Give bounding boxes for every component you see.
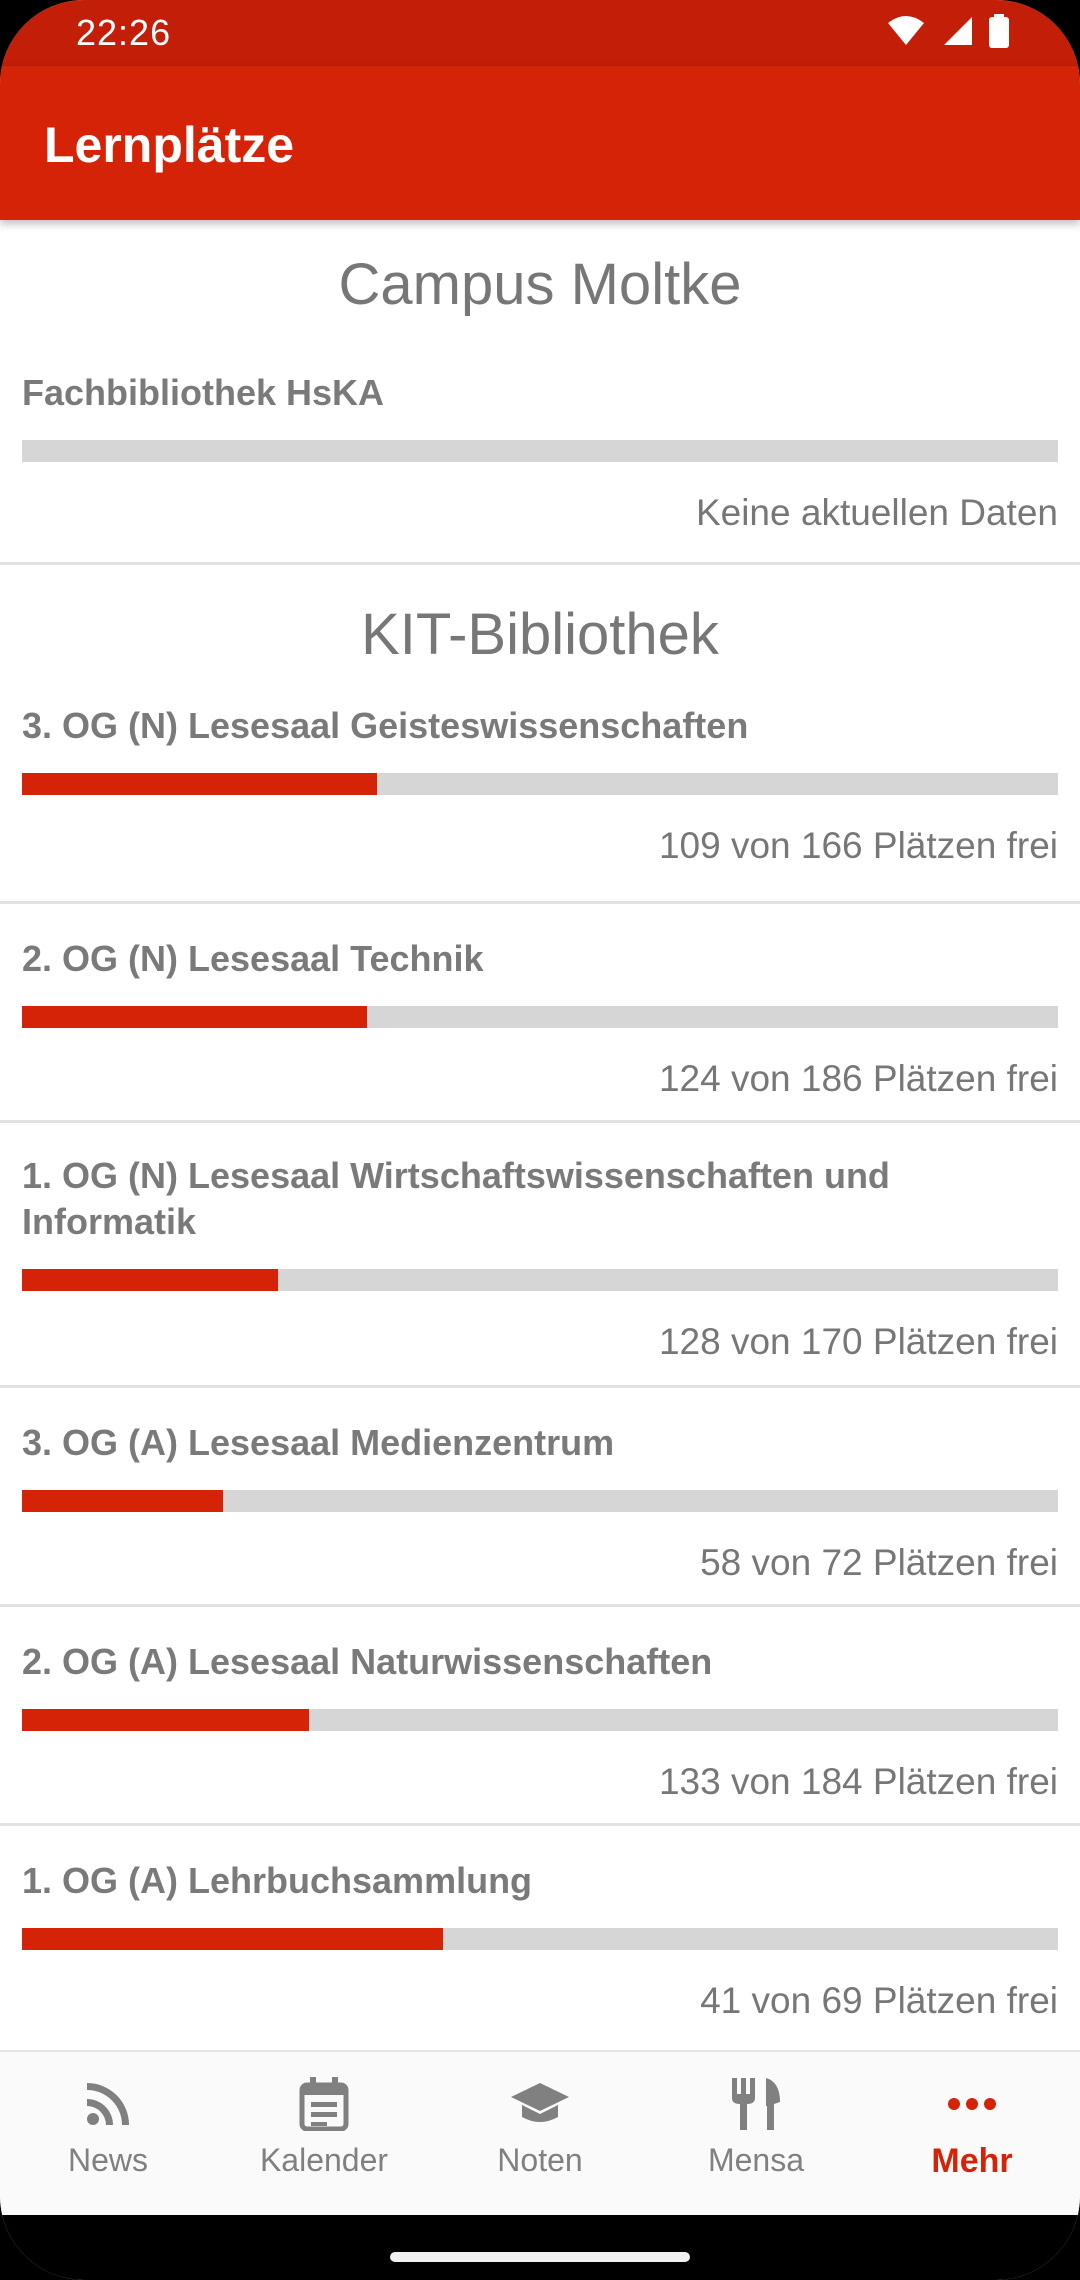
occupancy-bar <box>22 1006 1058 1028</box>
library-status: 58 von 72 Plätzen frei <box>700 1542 1058 1583</box>
occupancy-fill <box>22 1490 223 1512</box>
nav-item-mehr[interactable]: Mehr <box>864 2052 1080 2217</box>
study-places-list[interactable]: Campus Moltke Fachbibliothek HsKA Keine … <box>0 220 1080 2050</box>
nav-item-news[interactable]: News <box>0 2052 216 2217</box>
calendar-icon <box>299 2077 349 2131</box>
library-status: 133 von 184 Plätzen frei <box>658 1761 1058 1802</box>
library-status: 109 von 166 Plätzen frei <box>658 825 1058 866</box>
library-name: 3. OG (N) Lesesaal Geisteswissenschaften <box>22 705 749 746</box>
occupancy-bar <box>22 1269 1058 1291</box>
fork-knife-icon <box>732 2078 780 2130</box>
bottom-navigation: News Kalender <box>0 2050 1080 2217</box>
library-status: 41 von 69 Plätzen frei <box>700 1980 1058 2021</box>
nav-item-noten[interactable]: Noten <box>432 2052 648 2217</box>
occupancy-bar <box>22 773 1058 795</box>
occupancy-fill <box>22 773 378 795</box>
library-name: 2. OG (A) Lesesaal Naturwissenschaften <box>22 1641 713 1682</box>
campus-title: KIT-Bibliothek <box>361 602 719 667</box>
library-item: 2. OG (N) Lesesaal Technik 124 von 186 P… <box>0 904 1080 1123</box>
library-item: Fachbibliothek HsKA Keine aktuellen Date… <box>0 330 1080 565</box>
status-bar: 22:26 <box>0 0 1080 66</box>
occupancy-bar <box>22 440 1058 462</box>
battery-icon <box>989 14 1009 48</box>
library-item: 1. OG (N) Lesesaal Wirtschaftswissenscha… <box>0 1123 1080 1388</box>
occupancy-bar <box>22 1928 1058 1950</box>
library-item: 2. OG (A) Lesesaal Naturwissenschaften 1… <box>0 1607 1080 1826</box>
library-item: 3. OG (A) Lesesaal Medienzentrum 58 von … <box>0 1388 1080 1607</box>
library-name: 3. OG (A) Lesesaal Medienzentrum <box>22 1422 615 1463</box>
nav-label: News <box>67 2142 148 2178</box>
nav-item-mensa[interactable]: Mensa <box>648 2052 864 2217</box>
page-title: Lernplätze <box>44 117 295 173</box>
campus-title: Campus Moltke <box>338 252 742 317</box>
occupancy-fill <box>22 1269 278 1291</box>
campus-section: Campus Moltke Fachbibliothek HsKA Keine … <box>0 220 1080 565</box>
wifi-icon <box>888 16 924 45</box>
library-status: Keine aktuellen Daten <box>695 492 1058 533</box>
library-item: 3. OG (N) Lesesaal Geisteswissenschaften… <box>0 685 1080 904</box>
library-name: Fachbibliothek HsKA <box>22 372 385 413</box>
home-gesture-handle[interactable] <box>390 2252 690 2262</box>
library-status: 128 von 170 Plätzen frei <box>658 1321 1058 1362</box>
nav-label: Kalender <box>259 2142 389 2178</box>
system-gesture-bar <box>0 2215 1080 2280</box>
more-dots-icon <box>948 2098 996 2110</box>
library-name: 1. OG (N) Lesesaal Wirtschaftswissenscha… <box>22 1155 890 1242</box>
nav-item-kalender[interactable]: Kalender <box>216 2052 432 2217</box>
status-time: 22:26 <box>76 12 172 53</box>
graduation-cap-icon <box>511 2083 569 2122</box>
campus-section: KIT-Bibliothek 3. OG (N) Lesesaal Geiste… <box>0 565 1080 2042</box>
signal-icon <box>944 17 972 45</box>
library-status: 124 von 186 Plätzen frei <box>658 1058 1058 1099</box>
nav-label: Noten <box>497 2142 583 2178</box>
library-name: 2. OG (N) Lesesaal Technik <box>22 938 484 979</box>
nav-label: Mensa <box>707 2142 805 2178</box>
occupancy-fill <box>22 1928 443 1950</box>
occupancy-fill <box>22 1709 309 1731</box>
nav-label: Mehr <box>931 2142 1013 2180</box>
occupancy-bar <box>22 1490 1058 1512</box>
library-item: 1. OG (A) Lehrbuchsammlung 41 von 69 Plä… <box>0 1826 1080 2042</box>
occupancy-bar <box>22 1709 1058 1731</box>
app-bar: Lernplätze <box>0 66 1080 220</box>
library-name: 1. OG (A) Lehrbuchsammlung <box>22 1860 533 1901</box>
occupancy-fill <box>22 1006 367 1028</box>
status-icons <box>886 14 1010 48</box>
rss-icon <box>87 2083 129 2125</box>
